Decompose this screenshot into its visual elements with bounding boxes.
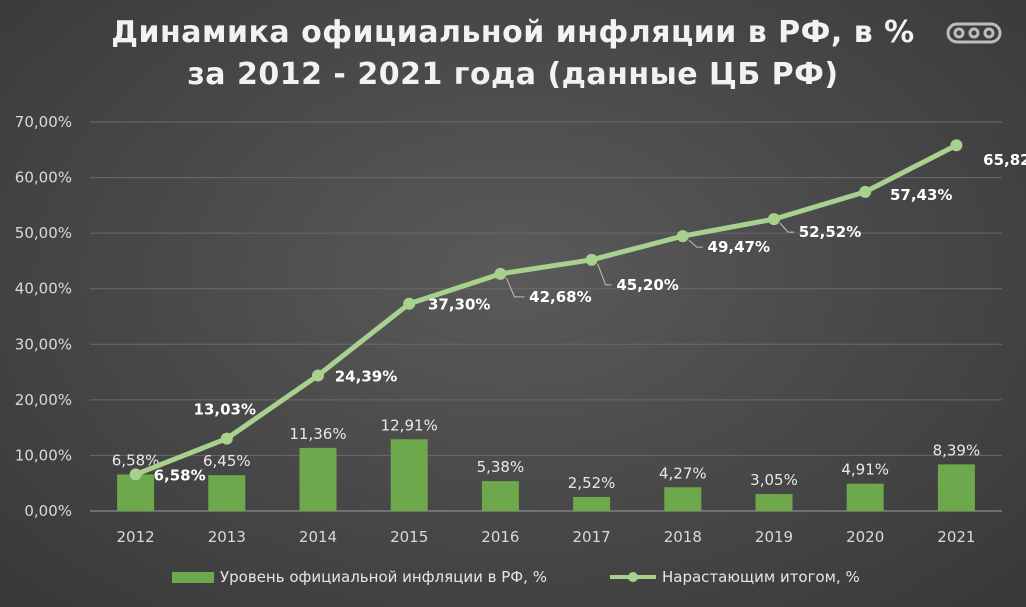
- chart-title: Динамика официальной инфляции в РФ, в % …: [0, 12, 1026, 96]
- line-value-label: 49,47%: [708, 238, 770, 256]
- chart-title-line2: за 2012 - 2021 года (данные ЦБ РФ): [187, 57, 839, 92]
- bar-labels: 6,58% 6,45%11,36% 12,91%5,38%2,52%4,27% 3,0…: [112, 416, 980, 492]
- line-value-label: 6,58%: [154, 466, 206, 484]
- bar: [390, 439, 428, 511]
- x-tick-label: 2013: [208, 528, 246, 546]
- x-tick-label: 2017: [573, 528, 611, 546]
- bar-value-label: 4,91%: [841, 461, 889, 479]
- cumulative-line: [134, 143, 958, 477]
- line-value-label: 13,03%: [194, 401, 256, 419]
- line-value-label: 57,43%: [890, 186, 952, 204]
- bar: [664, 487, 702, 511]
- x-tick-label: 2014: [299, 528, 337, 546]
- bar-value-label: 12,91%: [381, 416, 438, 434]
- x-tick-label: 2012: [117, 528, 155, 546]
- bar-value-label: 4,27%: [659, 464, 707, 482]
- x-tick-label: 2019: [755, 528, 793, 546]
- x-axis: 2012 2013 2014 2015 2016 2017 2018 2019 2020 2021: [117, 528, 976, 546]
- legend-line-label: Нарастающим итогом, %: [662, 568, 860, 586]
- cumulative-line-series: [129, 139, 963, 481]
- label-leader-line: [688, 239, 703, 248]
- line-value-label: 65,82%: [983, 151, 1026, 169]
- bar-value-label: 5,38%: [477, 458, 525, 476]
- line-labels: 6,58% 13,03% 24,39% 37,30% 42,68% 45,20% 49,47…: [154, 151, 1026, 484]
- y-tick-label: 20,00%: [15, 391, 72, 409]
- bar: [573, 496, 611, 511]
- chart-title-line1: Динамика официальной инфляции в РФ, в %: [111, 15, 915, 50]
- line-value-label: 42,68%: [529, 288, 591, 306]
- label-leader-line: [505, 277, 525, 298]
- chain-link-icon: [946, 22, 1002, 44]
- line-point: [859, 185, 872, 198]
- bar: [755, 494, 793, 511]
- legend-bar-swatch: [172, 571, 214, 583]
- bar: [299, 447, 337, 511]
- line-point: [403, 297, 416, 310]
- bar-series: [117, 439, 975, 511]
- line-value-label: 52,52%: [799, 223, 861, 241]
- x-tick-label: 2018: [664, 528, 702, 546]
- line-point: [950, 139, 963, 152]
- bar-value-label: 11,36%: [289, 425, 346, 443]
- line-point: [312, 369, 324, 382]
- bar: [208, 475, 246, 511]
- line-point: [676, 230, 689, 243]
- y-tick-label: 70,00%: [15, 113, 72, 131]
- y-tick-label: 10,00%: [15, 446, 72, 464]
- bar: [117, 474, 155, 511]
- legend-line-swatch: [610, 572, 656, 582]
- x-tick-label: 2016: [481, 528, 519, 546]
- legend-item-line: Нарастающим итогом, %: [610, 568, 860, 586]
- bar: [846, 483, 884, 511]
- x-tick-label: 2015: [390, 528, 428, 546]
- y-tick-label: 50,00%: [15, 224, 72, 242]
- x-tick-label: 2021: [937, 528, 975, 546]
- line-point: [494, 267, 507, 280]
- bar-value-label: 6,45%: [203, 452, 251, 470]
- x-tick-label: 2020: [846, 528, 884, 546]
- y-tick-label: 0,00%: [24, 502, 72, 520]
- line-value-label: 24,39%: [335, 367, 397, 385]
- y-tick-label: 60,00%: [15, 169, 72, 187]
- y-axis: 0,00% 10,00% 20,00% 30,00% 40,00% 50,00% 60,00…: [15, 113, 72, 520]
- y-tick-label: 30,00%: [15, 335, 72, 353]
- bar-value-label: 6,58%: [112, 451, 160, 469]
- bar: [481, 481, 519, 511]
- y-tick-label: 40,00%: [15, 280, 72, 298]
- legend: Уровень официальной инфляции в РФ, % Нар…: [0, 568, 1026, 592]
- line-point: [768, 213, 780, 226]
- line-value-label: 37,30%: [428, 296, 490, 314]
- bar: [937, 464, 975, 511]
- line-value-label: 45,20%: [616, 276, 678, 294]
- bar-value-label: 8,39%: [933, 441, 981, 459]
- line-point: [220, 432, 233, 445]
- line-point: [129, 468, 142, 481]
- bar-value-label: 3,05%: [750, 471, 798, 489]
- label-leader-line: [779, 222, 794, 233]
- legend-bar-label: Уровень официальной инфляции в РФ, %: [220, 568, 547, 586]
- label-leader-line: [597, 263, 612, 286]
- line-point: [585, 253, 598, 266]
- bar-value-label: 2,52%: [568, 474, 616, 492]
- legend-item-bar: Уровень официальной инфляции в РФ, %: [172, 568, 547, 586]
